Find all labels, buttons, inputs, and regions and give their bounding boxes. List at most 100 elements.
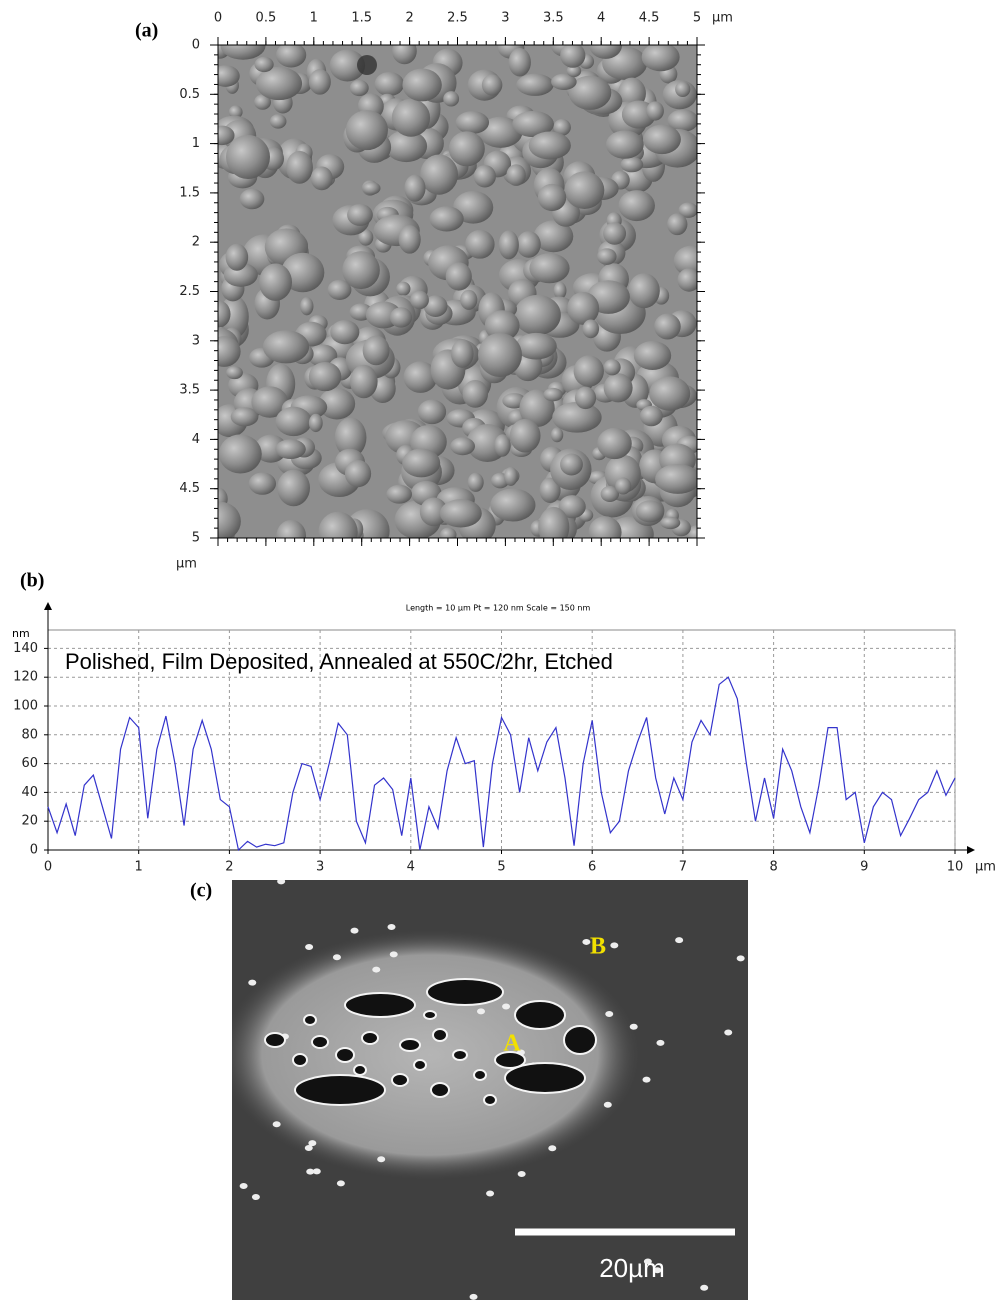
grain bbox=[667, 213, 688, 236]
grain bbox=[582, 319, 600, 339]
grain bbox=[687, 525, 697, 538]
grain bbox=[429, 206, 464, 232]
grain bbox=[419, 497, 448, 527]
grain bbox=[615, 477, 632, 495]
grain bbox=[600, 485, 620, 503]
x-tick-label: 5 bbox=[497, 860, 505, 875]
grain bbox=[494, 434, 511, 457]
annotation: A bbox=[503, 1031, 521, 1057]
pit bbox=[413, 1059, 427, 1071]
dark-spot bbox=[357, 55, 377, 75]
pit bbox=[335, 1047, 355, 1063]
grain bbox=[398, 225, 421, 254]
grain bbox=[550, 427, 564, 443]
grain bbox=[675, 81, 691, 98]
y-tick-label: 20 bbox=[21, 814, 38, 829]
grain bbox=[490, 488, 536, 522]
grain bbox=[649, 376, 691, 411]
grain bbox=[448, 131, 485, 167]
particle bbox=[336, 1180, 345, 1187]
particle bbox=[389, 951, 398, 958]
x-unit: µm bbox=[975, 860, 996, 875]
grain bbox=[347, 203, 373, 226]
particle bbox=[469, 1293, 478, 1300]
grain bbox=[385, 130, 428, 163]
y-tick-label: 1 bbox=[192, 136, 200, 151]
y-tick-label: 0.5 bbox=[179, 87, 200, 102]
grain bbox=[218, 336, 241, 367]
particle bbox=[304, 1144, 313, 1151]
grain bbox=[275, 406, 312, 437]
annotation: B bbox=[590, 934, 606, 960]
y-tick-label: 60 bbox=[21, 756, 38, 771]
pit bbox=[426, 978, 504, 1006]
x-tick-label: 3.5 bbox=[543, 11, 564, 26]
y-tick-label: 0 bbox=[192, 38, 200, 53]
x-tick-label: 8 bbox=[769, 860, 777, 875]
grain bbox=[443, 91, 460, 107]
pit bbox=[504, 1062, 586, 1094]
particle bbox=[643, 1258, 652, 1265]
grain bbox=[349, 79, 369, 97]
grain bbox=[462, 379, 489, 408]
grain bbox=[226, 135, 270, 179]
x-tick-label: 0.5 bbox=[256, 11, 277, 26]
grain bbox=[259, 263, 292, 301]
grain bbox=[529, 253, 570, 284]
y-tick-label: 100 bbox=[13, 699, 38, 714]
particle bbox=[642, 1076, 651, 1083]
grain bbox=[566, 64, 582, 78]
grain bbox=[467, 472, 484, 492]
pit bbox=[361, 1031, 379, 1045]
grain bbox=[628, 273, 660, 309]
grain bbox=[248, 472, 277, 495]
y-tick-label: 40 bbox=[21, 785, 38, 800]
grain bbox=[329, 49, 366, 82]
panel-label: (b) bbox=[20, 570, 44, 592]
grain bbox=[620, 156, 644, 173]
grain bbox=[618, 190, 655, 222]
grain bbox=[484, 310, 520, 341]
grain bbox=[342, 251, 380, 290]
grain bbox=[543, 387, 563, 402]
grain bbox=[639, 405, 663, 427]
particle bbox=[502, 1003, 511, 1010]
particle bbox=[675, 937, 684, 944]
grain bbox=[254, 94, 272, 110]
particle bbox=[387, 924, 396, 931]
grain bbox=[455, 111, 490, 134]
x-tick-label: 2 bbox=[225, 860, 233, 875]
particle bbox=[517, 1171, 526, 1178]
x-tick-label: 1 bbox=[310, 11, 318, 26]
pit bbox=[430, 1082, 450, 1098]
y-tick-label: 2.5 bbox=[179, 284, 200, 299]
particle bbox=[724, 1029, 733, 1036]
grain bbox=[553, 281, 567, 300]
x-tick-label: 6 bbox=[588, 860, 596, 875]
grain bbox=[604, 454, 641, 494]
grain bbox=[286, 150, 313, 184]
x-tick-label: 0 bbox=[214, 11, 222, 26]
pit bbox=[391, 1073, 409, 1087]
grain bbox=[533, 220, 574, 253]
afm-image bbox=[218, 45, 697, 538]
y-tick-label: 140 bbox=[13, 641, 38, 656]
grain bbox=[318, 388, 356, 420]
grain bbox=[228, 105, 243, 119]
grain bbox=[560, 453, 583, 476]
axis-arrow bbox=[44, 602, 52, 610]
grain bbox=[560, 45, 586, 68]
grain bbox=[254, 56, 274, 73]
y-tick-label: 0 bbox=[30, 843, 38, 858]
grain bbox=[512, 110, 554, 138]
pit bbox=[514, 1000, 566, 1030]
particle bbox=[486, 1190, 495, 1197]
x-tick-label: 9 bbox=[860, 860, 868, 875]
panel-label: (c) bbox=[190, 880, 212, 902]
grain bbox=[660, 516, 681, 530]
grain bbox=[568, 75, 612, 110]
grain bbox=[318, 511, 358, 538]
grain bbox=[330, 320, 360, 345]
x-tick-label: 1 bbox=[135, 860, 143, 875]
y-tick-label: 120 bbox=[13, 670, 38, 685]
